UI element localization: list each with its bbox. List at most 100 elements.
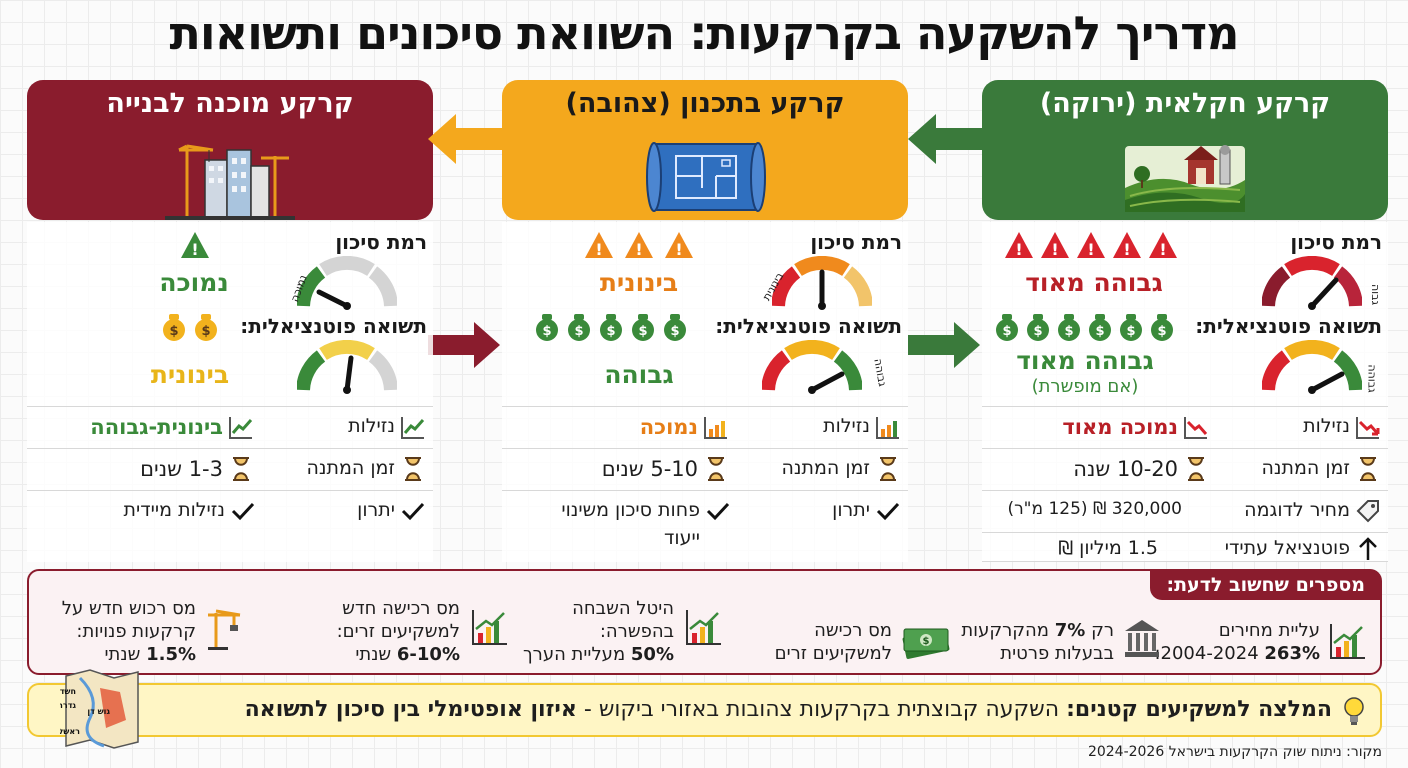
svg-text:$: $ [1002, 324, 1011, 339]
lightbulb-icon [1344, 697, 1364, 725]
card-planning: קרקע בתכנון (צהובה) [502, 80, 908, 220]
recommendation-banner: המלצה למשקיעים קטנים: השקעה קבוצתית בקרק… [27, 683, 1382, 737]
map-label: גוש דן [87, 707, 110, 716]
check-icon [401, 502, 425, 521]
recommendation-emphasis: איזון אופטימלי בין סיכון לתשואה [244, 697, 577, 722]
risk-label: רמת סיכון [1290, 230, 1382, 254]
column-planning: רמת סיכון בינונית !!! בינונית תשואה פוטנ… [502, 222, 908, 562]
risk-label: רמת סיכון [810, 230, 902, 254]
svg-text:$: $ [1033, 324, 1042, 339]
svg-text:!: ! [191, 240, 198, 259]
map-label: חשדון [60, 687, 76, 696]
column-ready: רמת סיכון נמוכה ! נמוכה תשואה פוטנציאלית… [27, 222, 433, 562]
liquidity-row: נזילות בינונית-גבוהה [27, 406, 433, 448]
card-agricultural: קרקע חקלאית (ירוקה) [982, 80, 1388, 220]
price-tag-icon [1356, 500, 1379, 523]
fact-price-rise: עליית מחירים 263% 2004-2024: [1154, 620, 1320, 664]
return-gauge [762, 340, 862, 394]
bar-chart-icon [704, 417, 727, 439]
advantage-label: יתרון [832, 499, 870, 521]
construction-icon [165, 144, 295, 220]
fact-new-purchase-tax: מס רכישה חדש למשקיעים זרים: 6-10% שנתי [336, 598, 460, 665]
svg-text:!: ! [595, 240, 602, 259]
hourglass-icon [233, 457, 249, 481]
risk-value: בינונית [599, 268, 679, 297]
recommendation-lead: המלצה למשקיעים קטנים: [1066, 697, 1332, 722]
hourglass-icon [708, 457, 724, 481]
map-label: גדרה [60, 701, 76, 710]
wait-label: זמן המתנה [1261, 457, 1350, 479]
svg-text:$: $ [638, 324, 647, 339]
return-value: בינונית [150, 360, 230, 389]
future-label: פוטנציאל עתידי [1224, 537, 1350, 559]
svg-text:$: $ [606, 324, 615, 339]
fact-betterment-levy: היטל השבחה בהפשרה: 50% מעליית הערך [522, 598, 674, 665]
svg-text:!: ! [1159, 240, 1166, 259]
recommendation-text: המלצה למשקיעים קטנים: השקעה קבוצתית בקרק… [245, 697, 1332, 722]
svg-text:$: $ [169, 324, 178, 339]
svg-text:$: $ [201, 324, 210, 339]
page-title: מדריך להשקעה בקרקעות: השוואת סיכונים ותש… [169, 6, 1239, 60]
return-value: גבוהה מאוד [1016, 346, 1154, 375]
hourglass-icon [405, 457, 421, 481]
source-note: מקור: ניתוח שוק הקרקעות בישראל 2024-2026 [1087, 744, 1382, 760]
cash-stack-icon: $ [902, 628, 950, 659]
wait-row: זמן המתנה 1-3 שנים [27, 448, 433, 490]
price-label: מחיר לדוגמה [1244, 499, 1350, 521]
gauge-word: גבוה [1368, 283, 1382, 306]
risk-value: נמוכה [159, 268, 229, 297]
liquidity-row: נזילות נמוכה מאוד [982, 406, 1388, 448]
price-row: מחיר לדוגמה 320,000 ₪ (125 מ"ר) [982, 490, 1388, 532]
check-icon [706, 502, 730, 521]
growth-chart-icon [686, 610, 721, 645]
warning-icon: !!!!! [1005, 232, 1177, 259]
government-building-icon [1125, 620, 1159, 657]
svg-text:$: $ [574, 324, 583, 339]
wait-value: 5-10 שנים [601, 457, 698, 481]
hourglass-icon [1360, 457, 1376, 481]
hourglass-icon [1188, 457, 1204, 481]
svg-text:$: $ [1126, 324, 1135, 339]
return-value: גבוהה [604, 360, 674, 389]
crane-icon [208, 609, 241, 650]
return-gauge [297, 340, 397, 394]
svg-text:!: ! [1015, 240, 1022, 259]
wait-value: 1-3 שנים [140, 457, 223, 481]
card-title: קרקע מוכנה לבנייה [106, 88, 354, 119]
money-bag-icon: $ $ [163, 314, 217, 341]
advantage-value: פחות סיכון משינוי [561, 499, 700, 521]
return-note: (אם מופשרת) [1031, 376, 1139, 397]
warning-icon: ! [181, 232, 209, 259]
fact-private-land: רק 7% מהקרקעות בבעלות פרטית [961, 620, 1114, 664]
map-label: ראשל"צ [60, 727, 80, 736]
risk-gauge [297, 256, 397, 310]
liquidity-value: נמוכה מאוד [1062, 415, 1178, 439]
return-label: תשואה פוטנציאלית: [1195, 314, 1382, 338]
return-label: תשואה פוטנציאלית: [240, 314, 427, 338]
return-gauge [1262, 340, 1362, 394]
advantage-row: יתרון פחות סיכון משינוי ייעוד [502, 490, 908, 562]
risk-value: גבוהה מאוד [1025, 268, 1163, 297]
gauge-word: גבוהה [871, 357, 889, 388]
wait-row: זמן המתנה 10-20 שנה [982, 448, 1388, 490]
farm-icon [1125, 145, 1245, 212]
svg-text:$: $ [1157, 324, 1166, 339]
wait-label: זמן המתנה [781, 457, 870, 479]
money-bag-icon: $ $ $ $ $ [536, 314, 686, 341]
advantage-value: נזילות מיידית [123, 499, 225, 521]
svg-text:$: $ [923, 636, 930, 647]
risk-gauge [1262, 256, 1362, 310]
svg-text:!: ! [1051, 240, 1058, 259]
bar-chart-icon [876, 417, 899, 439]
card-ready: קרקע מוכנה לבנייה [27, 80, 433, 220]
wait-value: 10-20 שנה [1073, 457, 1178, 481]
facts-tag: מספרים שחשוב לדעת: [1150, 570, 1381, 600]
liquidity-row: נזילות נמוכה [502, 406, 908, 448]
advantage-value-cont: ייעוד [664, 527, 700, 549]
trend-up-icon [401, 417, 425, 439]
growth-chart-icon [1330, 624, 1365, 659]
liquidity-label: נזילות [1303, 415, 1350, 437]
trend-up-icon [229, 417, 253, 439]
card-title: קרקע חקלאית (ירוקה) [1039, 88, 1331, 119]
liquidity-value: בינונית-גבוהה [90, 415, 223, 439]
